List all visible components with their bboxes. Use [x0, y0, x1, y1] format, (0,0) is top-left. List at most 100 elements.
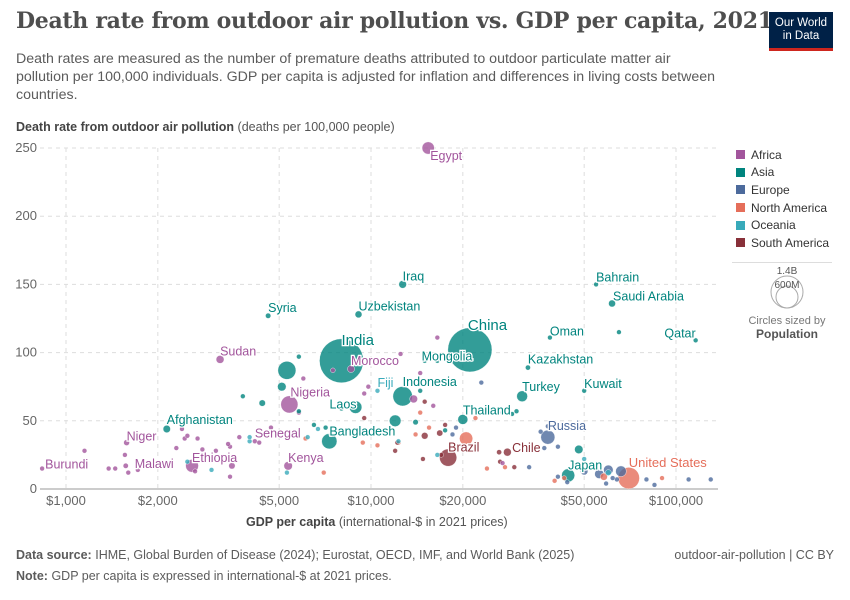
legend-swatch	[736, 220, 745, 230]
data-point	[593, 281, 599, 288]
chart-note: Note: GDP per capita is expressed in int…	[16, 569, 392, 583]
data-point	[374, 388, 381, 394]
point-label: Senegal	[255, 426, 301, 440]
chart-title: Death rate from outdoor air pollution vs…	[16, 8, 773, 34]
data-point	[236, 434, 242, 440]
legend-item[interactable]: Asia	[736, 164, 829, 182]
data-point	[365, 384, 371, 390]
data-point	[561, 475, 567, 481]
x-tick-label: $10,000	[348, 493, 395, 508]
data-point	[434, 334, 440, 341]
data-point	[581, 456, 587, 462]
data-point	[421, 141, 435, 155]
data-point	[449, 431, 456, 438]
data-point	[395, 438, 402, 444]
data-point	[615, 465, 627, 477]
data-point	[545, 423, 551, 429]
data-point	[439, 448, 457, 467]
data-point	[194, 435, 201, 442]
data-point	[555, 444, 561, 450]
data-source: Data source: IHME, Global Burden of Dise…	[16, 548, 575, 562]
data-point	[478, 380, 484, 386]
data-point	[496, 449, 502, 455]
x-tick-label: $20,000	[439, 493, 486, 508]
data-point	[610, 475, 616, 481]
y-tick-label: 100	[15, 345, 37, 360]
point-label: Oman	[550, 325, 584, 339]
data-point	[184, 433, 190, 439]
point-label: Bahrain	[596, 270, 639, 284]
x-tick-label: $100,000	[649, 493, 703, 508]
point-label: Egypt	[430, 149, 462, 163]
data-point	[199, 446, 205, 453]
data-point	[420, 456, 426, 462]
legend-item[interactable]: Oceania	[736, 216, 829, 234]
point-label: Afghanistan	[167, 413, 233, 427]
data-point	[417, 410, 423, 416]
legend-item[interactable]: North America	[736, 199, 829, 217]
data-point	[564, 479, 570, 485]
point-label: Sudan	[220, 344, 256, 358]
legend-item[interactable]: Africa	[736, 146, 829, 164]
data-point	[434, 358, 440, 364]
point-label: Russia	[548, 419, 586, 433]
point-label: Uzbekistan	[359, 299, 421, 313]
y-tick-label: 150	[15, 276, 37, 291]
y-tick-label: 0	[30, 481, 37, 496]
data-point	[398, 280, 407, 289]
data-point	[603, 480, 609, 487]
data-point	[284, 470, 290, 476]
data-point	[389, 414, 402, 427]
data-point	[605, 469, 612, 476]
data-point	[538, 429, 544, 435]
size-legend-variable: Population	[756, 327, 818, 341]
data-point	[240, 393, 246, 399]
data-point	[511, 464, 517, 470]
data-point	[516, 390, 528, 402]
data-point	[600, 472, 608, 481]
point-label: United States	[629, 455, 708, 470]
y-axis-title: Death rate from outdoor air pollution (d…	[16, 120, 395, 134]
data-point	[225, 441, 231, 447]
point-label: Saudi Arabia	[613, 289, 684, 303]
data-point	[311, 422, 317, 428]
data-point	[421, 432, 429, 440]
data-point	[361, 390, 367, 397]
data-point	[277, 361, 297, 380]
data-point	[392, 448, 398, 454]
point-label: Chile	[512, 441, 541, 455]
data-point	[338, 405, 345, 412]
data-point	[361, 415, 367, 421]
data-point	[447, 327, 493, 373]
data-point	[277, 382, 287, 392]
data-point	[247, 434, 253, 440]
chart-slug-license[interactable]: outdoor-air-pollution | CC BY	[674, 548, 834, 562]
point-label: Kenya	[288, 451, 323, 465]
legend-item[interactable]: South America	[736, 234, 829, 252]
data-point	[162, 425, 171, 433]
data-point	[453, 425, 459, 431]
data-point	[459, 431, 473, 446]
size-legend-circles: 1.4B 600M	[770, 266, 804, 309]
size-legend-big: 1.4B	[777, 266, 798, 277]
data-point	[179, 426, 185, 432]
data-point	[417, 388, 423, 394]
data-point	[123, 439, 130, 446]
data-point	[525, 364, 531, 371]
data-point	[300, 375, 306, 382]
legend-swatch	[736, 150, 745, 160]
data-point	[502, 464, 508, 470]
data-point	[434, 452, 440, 458]
data-point	[192, 468, 198, 474]
data-point	[428, 354, 435, 360]
owid-logo[interactable]: Our World in Data	[769, 12, 833, 51]
data-point	[574, 445, 584, 454]
data-point	[659, 475, 665, 481]
point-label: India	[341, 332, 374, 349]
data-point	[484, 465, 490, 472]
point-label: China	[468, 317, 508, 334]
x-axis-title: GDP per capita (international-$ in 2021 …	[246, 515, 508, 529]
x-tick-label: $5,000	[259, 493, 299, 508]
legend-item[interactable]: Europe	[736, 181, 829, 199]
data-point	[135, 467, 141, 473]
